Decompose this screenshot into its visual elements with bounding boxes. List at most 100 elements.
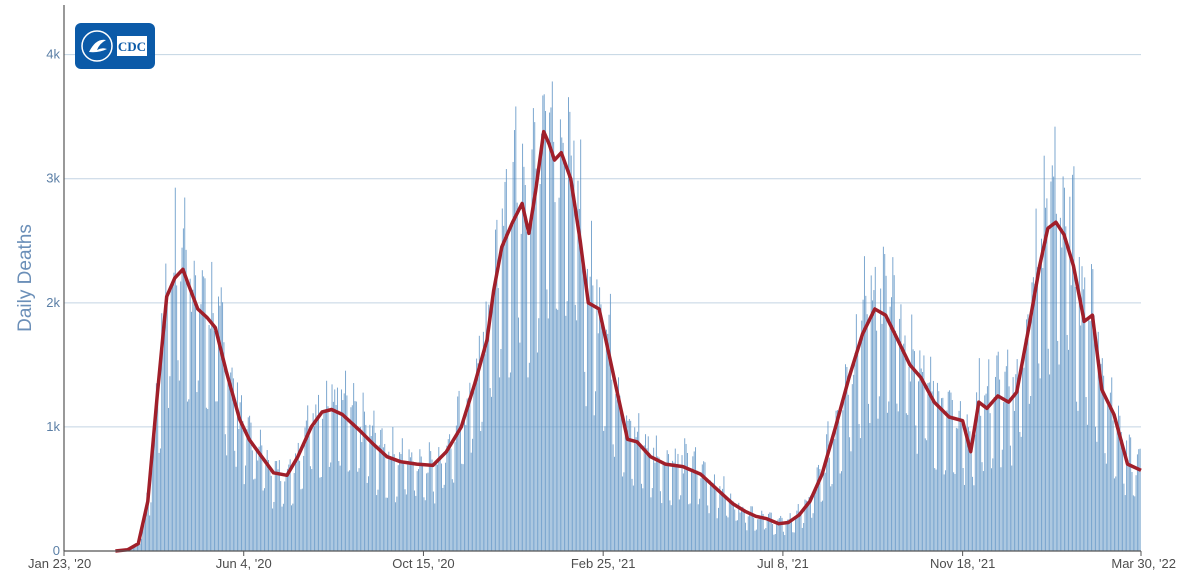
daily-bar [797,504,799,551]
daily-bar [1113,478,1115,551]
daily-bar [181,247,183,552]
daily-bar [277,469,279,551]
daily-bar [899,318,901,551]
daily-bar [743,511,745,551]
daily-bar [963,484,965,551]
daily-bar [780,515,782,551]
daily-bar [573,140,575,551]
daily-bar [893,275,895,551]
daily-bar [795,518,797,551]
daily-bar [576,320,578,551]
daily-bar [401,438,403,551]
daily-bar [476,358,478,551]
daily-bar [291,505,292,551]
daily-bar [411,452,413,551]
daily-bar [932,380,934,551]
daily-bar [499,377,501,551]
daily-bar [418,469,419,551]
daily-bar [478,335,480,551]
daily-bar [900,304,902,551]
daily-bar [861,320,863,551]
daily-bar [300,489,302,551]
daily-bar [553,141,555,551]
daily-bar [577,180,579,551]
daily-bar [449,434,451,551]
daily-bar [1016,359,1018,551]
daily-bar [131,548,133,551]
daily-bar [815,490,817,551]
daily-bar [466,398,468,551]
daily-bar [591,220,592,551]
daily-bar [957,428,959,551]
y-tick-label: 0 [53,543,60,558]
daily-bar [1111,377,1113,551]
daily-bar [1131,471,1133,551]
daily-bar [168,407,170,551]
daily-bar [968,427,969,551]
daily-bar [301,488,303,551]
daily-bar [612,444,614,551]
daily-bar [920,368,922,551]
daily-bar [992,458,994,551]
daily-bar [901,347,903,551]
daily-bar [681,455,683,551]
daily-bar [380,429,382,551]
daily-bar [284,481,286,551]
daily-bar [557,309,559,551]
daily-bar [1053,176,1055,551]
daily-bar [607,333,609,551]
daily-bar [278,460,280,551]
daily-bar [972,476,974,551]
daily-bar [949,390,951,551]
daily-bar [953,472,955,551]
daily-bar [772,524,774,551]
daily-bar [838,421,840,551]
daily-bar [378,445,380,551]
daily-bar [513,130,515,551]
daily-bar [362,392,364,551]
daily-bar [458,390,460,551]
daily-bar [701,464,703,551]
daily-bar [739,512,741,551]
daily-bar [980,415,982,551]
daily-bar [186,401,188,551]
daily-bar [835,410,837,551]
daily-bar [328,466,330,551]
daily-bar [1039,378,1041,551]
daily-bar [155,383,157,551]
daily-bar [858,424,860,551]
daily-bar [255,451,257,551]
daily-bar [146,492,148,551]
logo-text: CDC [118,39,146,54]
daily-bar [434,503,436,551]
daily-bar [663,465,665,551]
daily-bar [353,383,355,551]
daily-bar [870,275,872,551]
daily-bar [399,452,401,551]
daily-bar [816,467,818,551]
daily-bar [822,500,824,551]
daily-bar [862,299,864,551]
daily-bar [311,469,313,551]
daily-bar [151,437,153,551]
daily-bar [716,518,718,551]
daily-bar [995,376,997,551]
daily-bar [909,381,911,551]
daily-bar [426,473,428,551]
daily-bar [196,392,198,551]
daily-bar [888,401,890,551]
daily-bar [495,229,497,552]
daily-bar [712,482,714,551]
daily-bar [809,495,811,551]
daily-bar [638,413,640,551]
daily-bar [565,315,567,551]
daily-bar [896,403,898,551]
daily-bar [1065,226,1067,552]
daily-bar [368,476,369,551]
daily-bar [931,391,933,551]
daily-bar [877,418,879,551]
daily-bar [1123,483,1125,551]
daily-bar [824,472,826,551]
daily-bar [1059,217,1061,551]
